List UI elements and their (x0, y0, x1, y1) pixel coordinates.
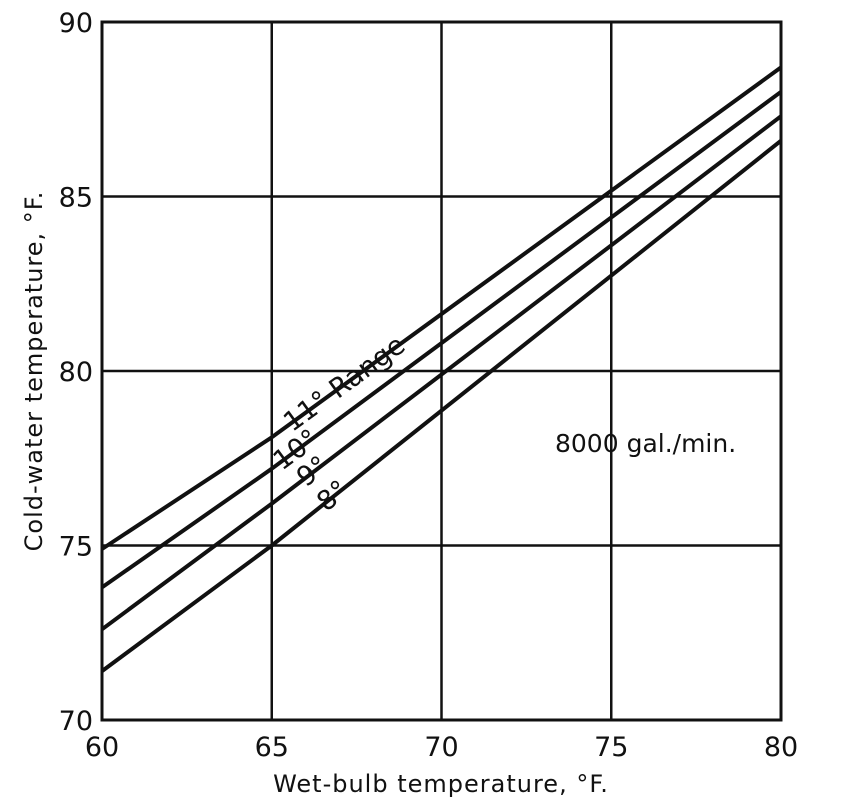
x-tick-label: 70 (424, 732, 458, 763)
series-line-1 (100, 90, 783, 590)
y-tick-label: 75 (59, 532, 93, 563)
flow-rate-annotation: 8000 gal./min. (555, 429, 736, 458)
series-line-0 (100, 65, 783, 551)
y-tick-label: 85 (59, 183, 93, 214)
x-tick-labels: 60 65 70 75 80 (85, 732, 798, 763)
grid (102, 22, 781, 720)
x-axis-title: Wet-bulb temperature, °F. (273, 770, 609, 798)
y-tick-label: 70 (59, 706, 93, 737)
series-lines (100, 65, 783, 673)
series-line-3 (100, 139, 783, 673)
x-tick-label: 80 (764, 732, 798, 763)
y-tick-label: 80 (59, 357, 93, 388)
x-tick-label: 65 (255, 732, 289, 763)
y-tick-label: 90 (59, 8, 93, 39)
series-line-2 (100, 114, 783, 631)
x-tick-label: 75 (594, 732, 628, 763)
plot-frame (100, 20, 783, 722)
x-tick-label: 60 (85, 732, 119, 763)
series-label-0: 11° Range (278, 330, 411, 439)
y-axis-title: Cold-water temperature, °F. (20, 191, 48, 552)
y-tick-labels: 70 75 80 85 90 (59, 8, 93, 737)
